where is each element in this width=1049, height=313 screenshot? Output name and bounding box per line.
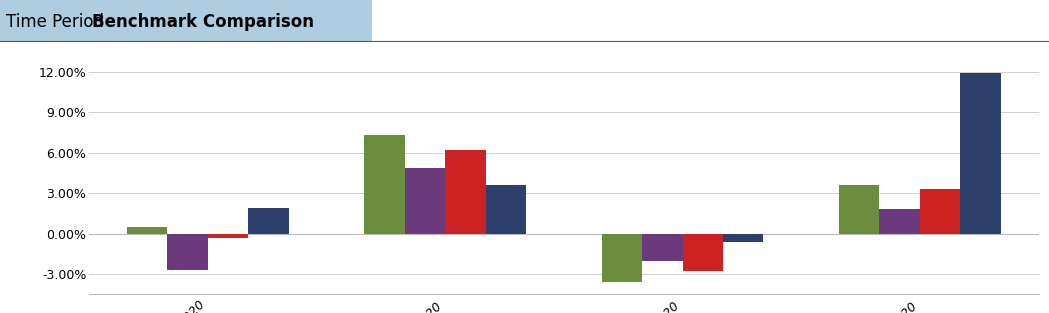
Text: Benchmark Comparison: Benchmark Comparison: [92, 13, 314, 31]
Bar: [683, 233, 723, 271]
Bar: [602, 233, 642, 282]
Bar: [249, 208, 288, 233]
Bar: [364, 135, 405, 233]
Bar: [723, 233, 764, 242]
Bar: [445, 150, 486, 233]
Bar: [208, 233, 249, 238]
Bar: [960, 73, 1001, 233]
Bar: [879, 209, 920, 233]
Bar: [920, 189, 960, 233]
Bar: [486, 185, 526, 233]
Bar: [642, 233, 683, 260]
Bar: [0, 0, 372, 42]
Bar: [839, 185, 879, 233]
Bar: [127, 227, 168, 233]
Bar: [405, 167, 445, 233]
Bar: [168, 233, 208, 270]
Text: Time Period: Time Period: [6, 13, 109, 31]
